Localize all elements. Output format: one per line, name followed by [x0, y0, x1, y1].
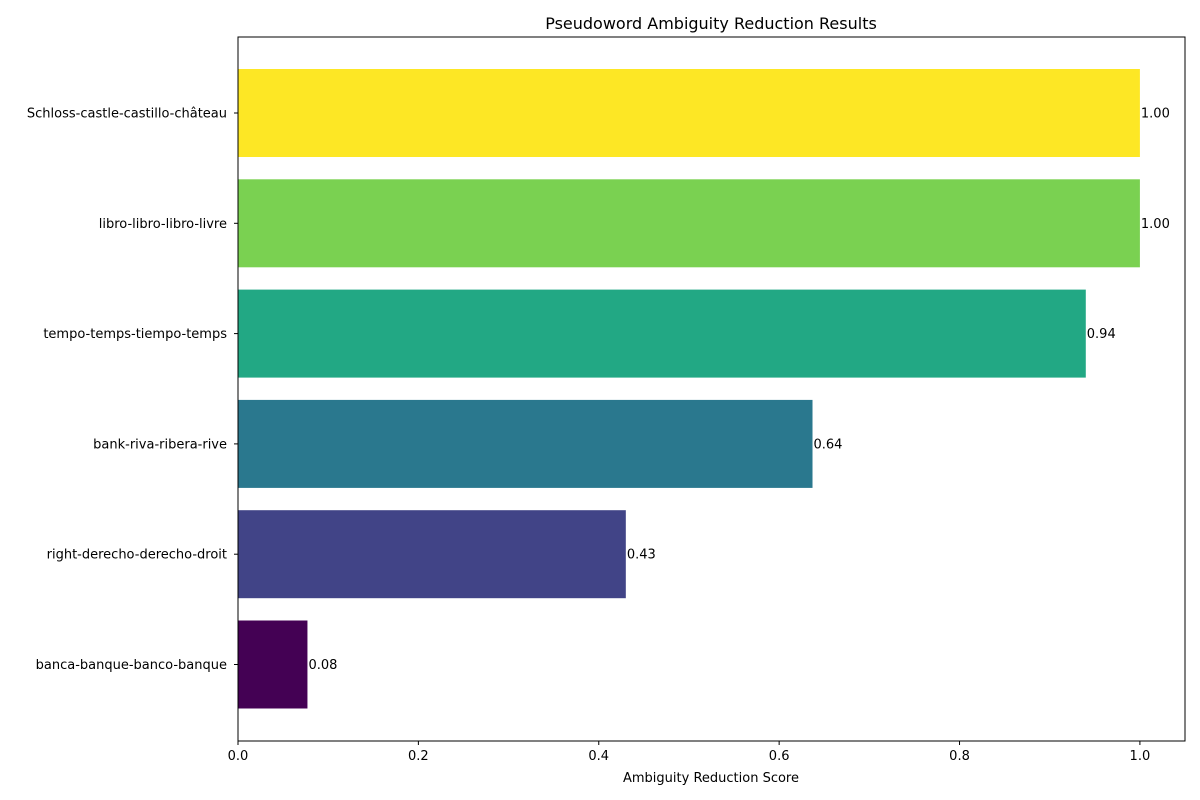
y-axis-ticks: Schloss-castle-castillo-château libro-lib…	[27, 107, 238, 673]
bar-3	[238, 399, 813, 488]
y-tick-label-2: tempo-temps-tiempo-temps	[43, 327, 227, 342]
bar-4	[238, 510, 626, 599]
y-tick-label-3: bank-riva-ribera-rive	[93, 437, 227, 452]
bars-group	[238, 69, 1140, 709]
x-axis-ticks: 0.0 0.2 0.4 0.6 0.8 1.0	[228, 741, 1151, 764]
x-tick-label-5: 1.0	[1130, 749, 1151, 764]
x-tick-label-1: 0.2	[408, 749, 429, 764]
value-label-1: 1.00	[1141, 217, 1170, 232]
y-tick-label-0: Schloss-castle-castillo-château	[27, 107, 227, 122]
bar-0	[238, 69, 1140, 157]
x-tick-label-3: 0.6	[769, 749, 790, 764]
y-tick-label-4: right-derecho-derecho-droit	[47, 548, 227, 563]
x-tick-label-2: 0.4	[588, 749, 609, 764]
bar-5	[238, 620, 308, 709]
x-tick-label-0: 0.0	[228, 749, 249, 764]
plot-frame	[237, 36, 1186, 742]
y-tick-label-1: libro-libro-libro-livre	[99, 217, 227, 232]
bar-1	[238, 179, 1140, 268]
x-axis-label: Ambiguity Reduction Score	[623, 771, 799, 786]
x-tick-label-4: 0.8	[949, 749, 970, 764]
value-labels-group: 1.00 1.00 0.94 0.64 0.43 0.08	[308, 107, 1169, 674]
value-label-5: 0.08	[308, 658, 337, 673]
value-label-2: 0.94	[1087, 327, 1116, 342]
value-label-0: 1.00	[1141, 107, 1170, 122]
chart-title: Pseudoword Ambiguity Reduction Results	[545, 14, 877, 33]
bar-2	[238, 289, 1086, 378]
y-tick-label-5: banca-banque-banco-banque	[36, 658, 227, 673]
value-label-3: 0.64	[814, 437, 843, 452]
value-label-4: 0.43	[627, 548, 656, 563]
